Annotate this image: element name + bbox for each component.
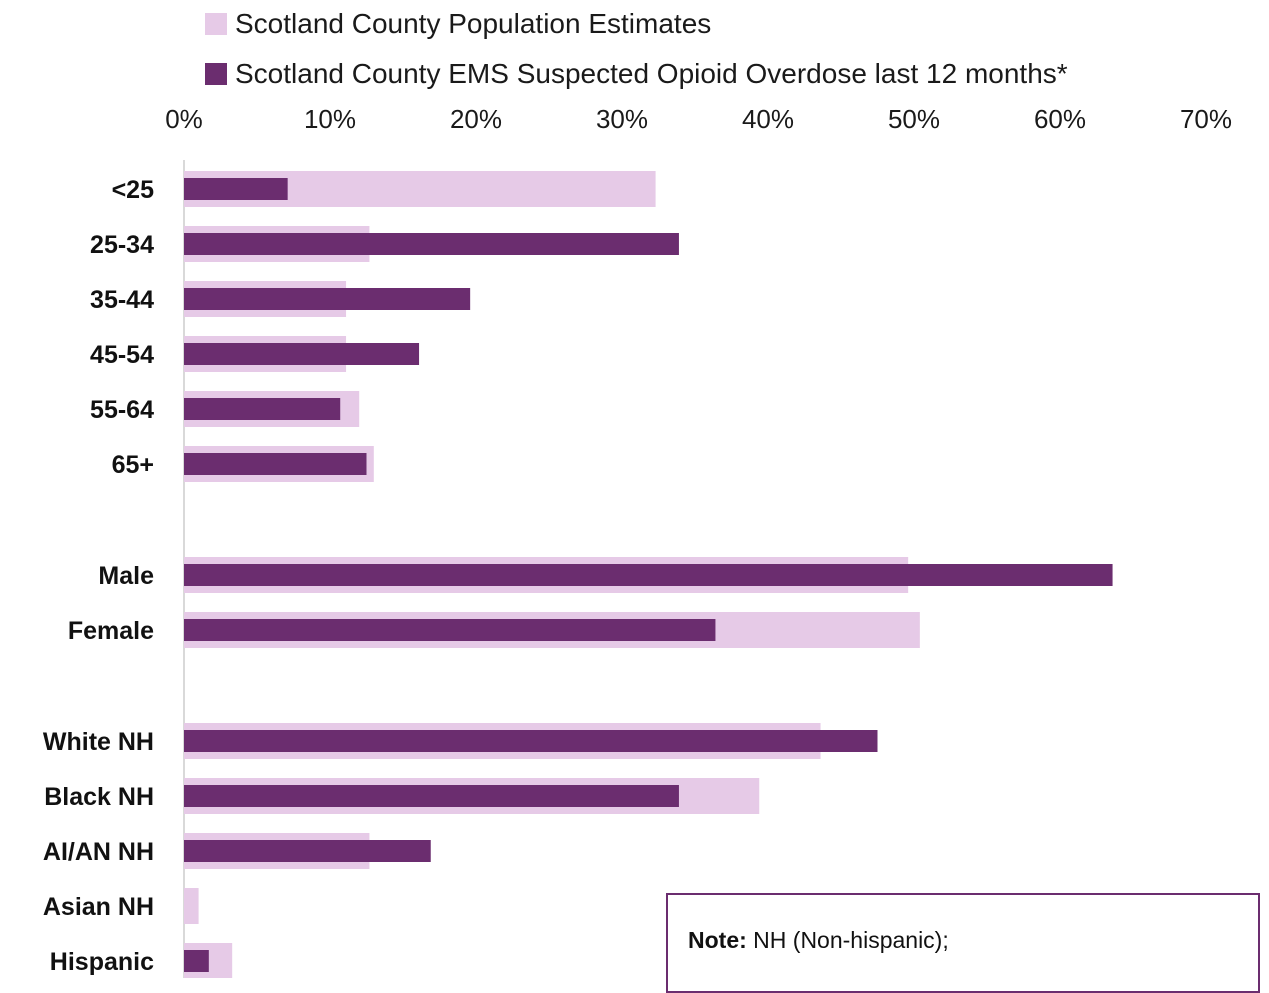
ems-overdose-bar [184, 840, 431, 862]
ems-overdose-bar [184, 785, 679, 807]
ems-overdose-bars [184, 178, 1113, 972]
category-label: 35-44 [90, 286, 154, 314]
x-tick-label: 30% [596, 104, 648, 134]
ems-overdose-bar [184, 730, 878, 752]
legend-label-population: Scotland County Population Estimates [235, 8, 711, 39]
category-label: 55-64 [90, 396, 154, 424]
category-label: Female [68, 617, 154, 645]
category-label: AI/AN NH [43, 838, 154, 866]
legend-label-ems-overdose: Scotland County EMS Suspected Opioid Ove… [235, 58, 1068, 89]
category-label: 45-54 [90, 341, 154, 369]
category-label: 65+ [112, 451, 154, 479]
x-tick-label: 60% [1034, 104, 1086, 134]
ems-overdose-bar [184, 564, 1113, 586]
ems-overdose-bar [184, 288, 471, 310]
category-label: Asian NH [43, 893, 154, 921]
legend-swatch-population [205, 13, 227, 35]
category-label: 25-34 [90, 231, 154, 259]
x-tick-label: 70% [1180, 104, 1232, 134]
x-axis-ticks: 0% 10% 20% 30% 40% 50% 60% 70% [165, 104, 1232, 134]
chart-legend: Scotland County Population Estimates Sco… [205, 8, 1068, 89]
ems-overdose-bar [184, 453, 367, 475]
x-tick-label: 20% [450, 104, 502, 134]
category-label: Male [98, 562, 154, 590]
ems-overdose-bar [184, 343, 420, 365]
category-label: <25 [112, 176, 155, 204]
ems-overdose-bar [184, 233, 679, 255]
ems-overdose-bar [184, 950, 209, 972]
x-tick-label: 40% [742, 104, 794, 134]
note-label: Note: [688, 927, 747, 953]
legend-swatch-ems-overdose [205, 63, 227, 85]
category-label: Hispanic [50, 948, 154, 976]
category-label: Black NH [44, 783, 154, 811]
category-label: White NH [43, 728, 154, 756]
ems-overdose-bar [184, 178, 288, 200]
ems-overdose-bar [184, 398, 341, 420]
note-text: NH (Non-hispanic); [746, 927, 949, 953]
note-box: Note: NH (Non-hispanic); [666, 893, 1260, 993]
category-labels: <25 25-34 35-44 45-54 55-64 65+ Male Female Whit… [43, 176, 154, 976]
population-bar [184, 888, 199, 924]
ems-overdose-bar [184, 619, 716, 641]
x-tick-label: 50% [888, 104, 940, 134]
x-tick-label: 0% [165, 104, 203, 134]
x-tick-label: 10% [304, 104, 356, 134]
